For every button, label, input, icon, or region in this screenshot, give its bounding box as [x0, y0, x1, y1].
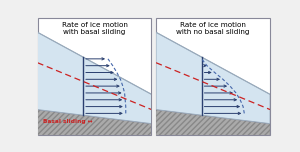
Polygon shape — [38, 110, 152, 135]
Polygon shape — [156, 110, 270, 135]
Text: Basal sliding ↔: Basal sliding ↔ — [43, 119, 93, 124]
Polygon shape — [38, 110, 152, 135]
Polygon shape — [156, 110, 270, 135]
Polygon shape — [38, 32, 152, 124]
Polygon shape — [156, 32, 270, 124]
Text: Rate of ice motion
with basal sliding: Rate of ice motion with basal sliding — [61, 22, 128, 35]
Text: Rate of ice motion
with no basal sliding: Rate of ice motion with no basal sliding — [176, 22, 250, 35]
